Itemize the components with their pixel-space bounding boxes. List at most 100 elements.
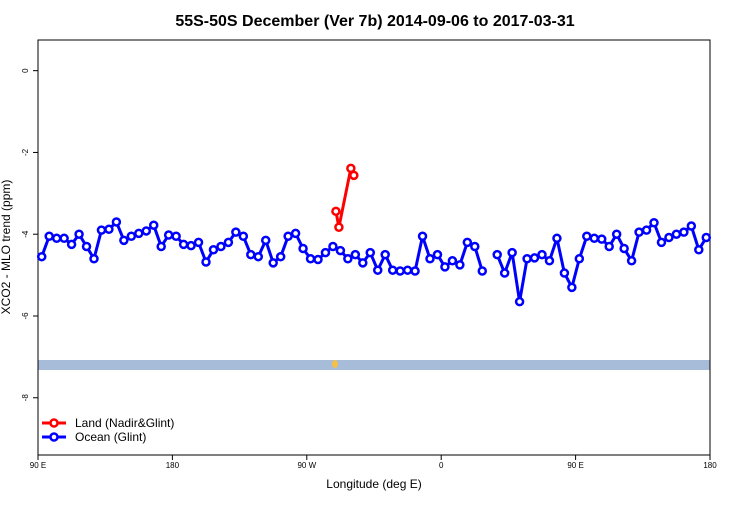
data-point xyxy=(350,249,361,260)
data-point xyxy=(89,253,99,264)
data-point xyxy=(74,229,84,239)
data-point xyxy=(66,239,77,250)
plot-box xyxy=(37,39,711,456)
data-point xyxy=(559,268,570,278)
x-axis-label: Longitude (deg E) xyxy=(326,477,421,491)
x-tick-label: 90 W xyxy=(297,461,316,470)
data-point xyxy=(81,241,92,252)
y-axis-label: XCO2 - MLO trend (ppm) xyxy=(0,180,13,315)
data-point xyxy=(358,258,368,268)
data-point xyxy=(626,256,637,266)
data-point xyxy=(634,227,644,237)
data-point xyxy=(171,231,181,242)
data-point xyxy=(59,233,69,244)
data-point xyxy=(343,253,353,264)
data-point xyxy=(402,265,413,275)
data-point xyxy=(268,258,278,268)
map-land xyxy=(332,360,338,368)
legend-marker xyxy=(49,418,59,428)
data-point xyxy=(596,234,607,244)
chart-title: 55S-50S December (Ver 7b) 2014-09-06 to … xyxy=(175,13,574,30)
y-tick-label: 0 xyxy=(21,68,30,73)
data-point xyxy=(492,249,502,260)
data-point xyxy=(664,232,674,243)
data-point xyxy=(544,256,555,266)
data-point xyxy=(417,231,428,242)
y-tick-label: -6 xyxy=(21,312,30,320)
data-point xyxy=(380,249,390,260)
data-point xyxy=(537,249,547,260)
data-point xyxy=(477,266,488,276)
data-point xyxy=(141,226,152,236)
data-point xyxy=(455,260,465,270)
data-point xyxy=(701,232,712,243)
data-point xyxy=(231,227,241,237)
data-point xyxy=(611,229,622,239)
x-tick-label: 90 E xyxy=(567,461,583,470)
data-point xyxy=(216,241,226,252)
data-point xyxy=(44,231,54,242)
legend-label: Ocean (Glint) xyxy=(75,430,146,444)
data-point xyxy=(334,222,344,233)
data-point xyxy=(193,237,204,248)
data-point xyxy=(679,227,689,237)
data-point xyxy=(119,235,129,246)
data-point xyxy=(410,266,420,276)
data-point xyxy=(96,225,107,235)
data-point xyxy=(499,268,510,278)
x-tick-label: 0 xyxy=(439,461,444,470)
data-point xyxy=(604,241,614,252)
data-point xyxy=(447,256,458,266)
data-point xyxy=(574,253,585,264)
data-point xyxy=(349,170,359,181)
data-point xyxy=(514,296,525,307)
data-point xyxy=(36,251,47,262)
data-point xyxy=(208,244,219,255)
x-tick-label: 180 xyxy=(166,461,180,470)
data-point xyxy=(522,253,532,264)
data-point xyxy=(104,224,114,235)
data-point xyxy=(649,218,659,228)
data-point xyxy=(223,237,234,248)
data-point xyxy=(694,244,704,255)
data-point xyxy=(470,241,480,252)
data-point xyxy=(320,247,331,258)
y-tick-label: -4 xyxy=(21,230,30,238)
data-point xyxy=(529,253,540,263)
data-point xyxy=(156,241,166,252)
data-point xyxy=(387,265,398,275)
map-strip xyxy=(38,360,710,370)
y-tick-label: -2 xyxy=(21,148,30,156)
data-point xyxy=(395,266,405,276)
data-point xyxy=(440,262,450,272)
data-point xyxy=(246,249,256,260)
data-point xyxy=(507,247,517,258)
data-point xyxy=(134,228,144,239)
data-point xyxy=(552,233,562,244)
data-point xyxy=(671,229,682,239)
data-point xyxy=(331,206,341,217)
x-tick-label: 90 E xyxy=(30,461,46,470)
data-point xyxy=(686,221,697,231)
data-point xyxy=(111,217,122,227)
data-point xyxy=(298,243,308,254)
data-point xyxy=(656,237,667,248)
data-point xyxy=(178,239,189,250)
data-point xyxy=(335,245,346,256)
data-point xyxy=(51,233,62,244)
data-point xyxy=(641,225,652,235)
data-point xyxy=(462,237,473,248)
x-tick-label: 180 xyxy=(703,461,717,470)
data-point xyxy=(186,240,196,251)
data-point xyxy=(238,231,249,242)
data-point xyxy=(619,243,629,254)
data-point xyxy=(290,228,301,239)
data-point xyxy=(275,251,286,262)
y-tick-label: -8 xyxy=(21,394,30,402)
data-point xyxy=(283,231,293,242)
data-point xyxy=(365,247,376,258)
data-point xyxy=(305,253,316,264)
data-point xyxy=(432,249,443,260)
data-point xyxy=(425,253,435,264)
data-point xyxy=(163,230,174,240)
